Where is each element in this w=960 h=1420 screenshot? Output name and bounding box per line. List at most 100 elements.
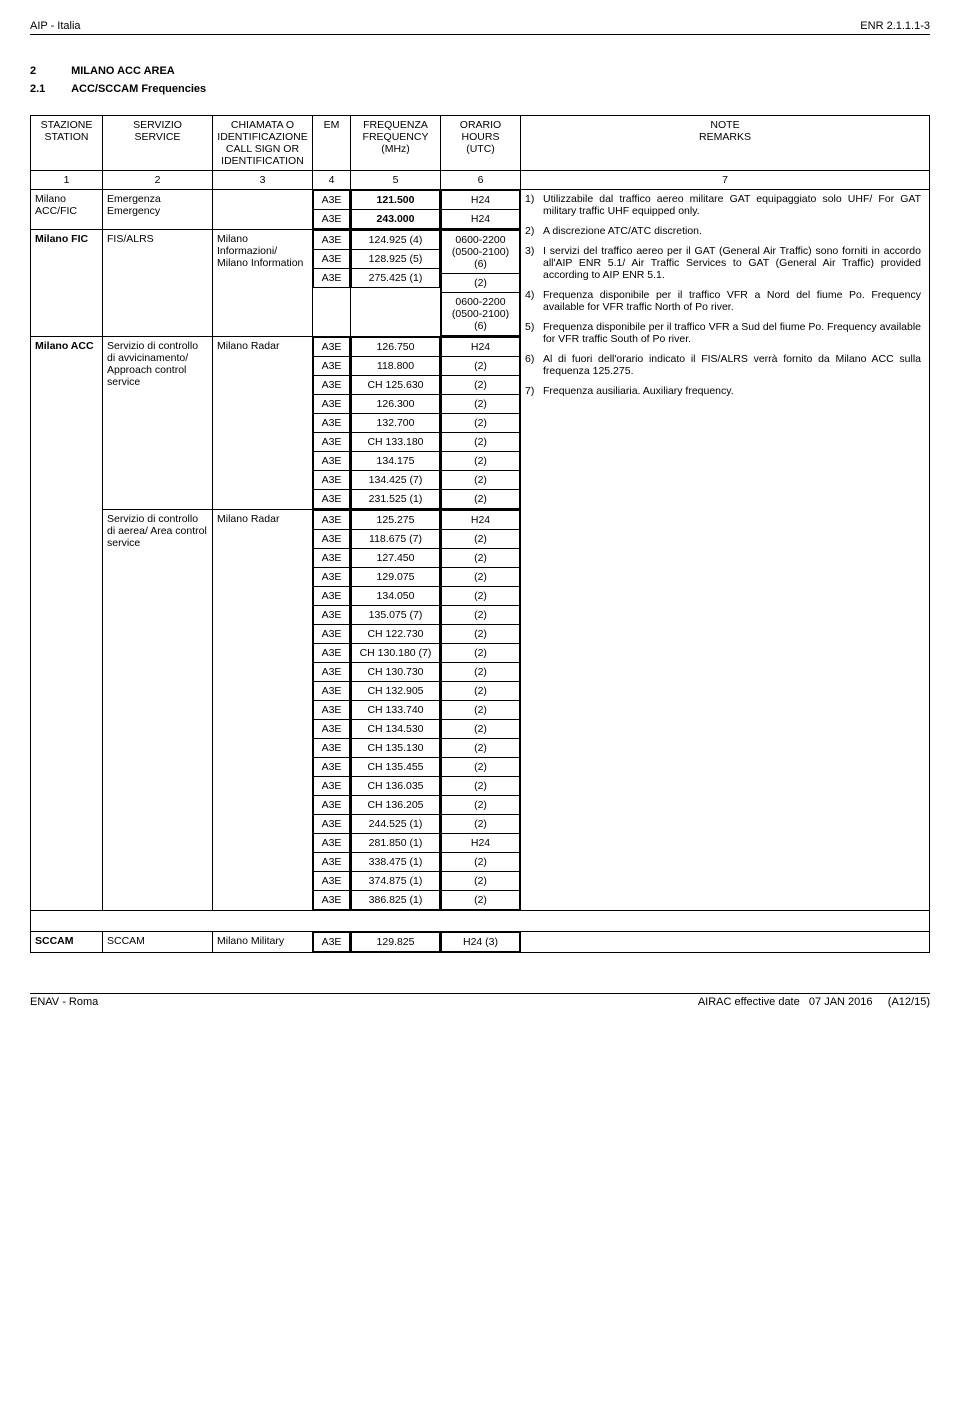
h: ORARIO	[445, 119, 516, 131]
line-em: A3E	[314, 933, 350, 952]
line-em: A3E	[314, 834, 350, 853]
line-hours: H24	[442, 834, 520, 853]
line-freq: 126.300	[352, 395, 440, 414]
cell-em: A3EA3EA3E	[313, 230, 351, 337]
line-em: A3E	[314, 452, 350, 471]
spacer	[31, 911, 930, 932]
col-hours: ORARIO HOURS (UTC)	[441, 116, 521, 171]
note-num: 3)	[525, 245, 543, 257]
line-freq: 129.075	[352, 568, 440, 587]
note-text: A discrezione ATC/ATC discretion.	[543, 225, 921, 237]
line-freq: CH 133.740	[352, 701, 440, 720]
note-num: 6)	[525, 353, 543, 365]
cell-station: Milano ACC	[31, 337, 103, 510]
line-hours: (2)	[442, 891, 520, 910]
line-hours: H24	[442, 511, 520, 530]
cell-station: SCCAM	[31, 932, 103, 953]
line-em: A3E	[314, 777, 350, 796]
line-hours: (2)	[442, 274, 520, 293]
footer-date: 07 JAN 2016	[809, 996, 873, 1008]
column-numbers: 1 2 3 4 5 6 7	[31, 171, 930, 190]
note-item: 6)Al di fuori dell'orario indicato il FI…	[525, 353, 925, 377]
line-em: A3E	[314, 250, 350, 269]
h: (MHz)	[355, 143, 436, 155]
section-num: 2.1	[30, 83, 50, 95]
line-freq: 275.425 (1)	[352, 269, 440, 288]
line-freq: 338.475 (1)	[352, 853, 440, 872]
cell-freq: 124.925 (4)128.925 (5)275.425 (1)	[351, 230, 441, 337]
line-freq: 135.075 (7)	[352, 606, 440, 625]
line-hours: (2)	[442, 720, 520, 739]
note-item: 7)Frequenza ausiliaria. Auxiliary freque…	[525, 385, 925, 397]
cell-em: A3E	[313, 932, 351, 953]
line-em: A3E	[314, 395, 350, 414]
line-em: A3E	[314, 191, 350, 210]
cell-service: Servizio di controllo di aerea/ Area con…	[103, 510, 213, 911]
cell-call: Milano Informazioni/ Milano Information	[213, 230, 313, 337]
note-num: 7)	[525, 385, 543, 397]
line-em: A3E	[314, 891, 350, 910]
col-call: CHIAMATA O IDENTIFICAZIONE CALL SIGN OR …	[213, 116, 313, 171]
line-em: A3E	[314, 872, 350, 891]
cell-station	[31, 510, 103, 911]
line-hours: H24	[442, 210, 520, 229]
line-em: A3E	[314, 471, 350, 490]
cn: 5	[351, 171, 441, 190]
line-hours: (2)	[442, 644, 520, 663]
line-freq: CH 130.730	[352, 663, 440, 682]
cn: 4	[313, 171, 351, 190]
cn: 3	[213, 171, 313, 190]
cell-hours: H24H24	[441, 190, 521, 230]
h: NOTE	[525, 119, 925, 131]
cn: 2	[103, 171, 213, 190]
line-freq: 126.750	[352, 338, 440, 357]
line-em: A3E	[314, 530, 350, 549]
section-2-1: 2.1 ACC/SCCAM Frequencies	[30, 83, 930, 95]
cell-call: Milano Radar	[213, 337, 313, 510]
line-freq: CH 136.035	[352, 777, 440, 796]
note-num: 2)	[525, 225, 543, 237]
note-text: Frequenza ausiliaria. Auxiliary frequenc…	[543, 385, 921, 397]
footer-rev: (A12/15)	[888, 996, 930, 1008]
line-freq: CH 132.905	[352, 682, 440, 701]
col-service: SERVIZIO SERVICE	[103, 116, 213, 171]
line-em: A3E	[314, 587, 350, 606]
line-em: A3E	[314, 644, 350, 663]
line-hours: (2)	[442, 625, 520, 644]
table-row: Milano ACC/FIC Emergenza Emergency A3EA3…	[31, 190, 930, 230]
cell-notes: 1)Utilizzabile dal traffico aereo milita…	[521, 190, 930, 911]
line-freq: 127.450	[352, 549, 440, 568]
line-freq: 231.525 (1)	[352, 490, 440, 509]
h: SERVIZIO	[107, 119, 208, 131]
cell-call: Milano Radar	[213, 510, 313, 911]
line-freq: 129.825	[352, 933, 440, 952]
line-em: A3E	[314, 682, 350, 701]
header-left: AIP - Italia	[30, 20, 81, 32]
line-hours: (2)	[442, 587, 520, 606]
line-em: A3E	[314, 511, 350, 530]
line-freq: 243.000	[352, 210, 440, 229]
h: CALL SIGN OR IDENTIFICATION	[217, 143, 308, 167]
line-hours: (2)	[442, 530, 520, 549]
header-right: ENR 2.1.1.1-3	[860, 20, 930, 32]
footer-mid: AIRAC effective date	[698, 996, 800, 1008]
line-hours: H24 (3)	[442, 933, 520, 952]
cell-freq: 121.500243.000	[351, 190, 441, 230]
line-hours: (2)	[442, 796, 520, 815]
section-title: ACC/SCCAM Frequencies	[71, 83, 206, 95]
line-em: A3E	[314, 625, 350, 644]
line-em: A3E	[314, 568, 350, 587]
line-hours: (2)	[442, 758, 520, 777]
section-num: 2	[30, 65, 50, 77]
cell-service: SCCAM	[103, 932, 213, 953]
h: (UTC)	[445, 143, 516, 155]
note-num: 5)	[525, 321, 543, 333]
line-freq: 124.925 (4)	[352, 231, 440, 250]
line-hours: (2)	[442, 815, 520, 834]
line-hours: (2)	[442, 395, 520, 414]
note-text: I servizi del traffico aereo per il GAT …	[543, 245, 921, 281]
line-em: A3E	[314, 758, 350, 777]
col-note: NOTE REMARKS	[521, 116, 930, 171]
note-text: Utilizzabile dal traffico aereo militare…	[543, 193, 921, 217]
line-hours: (2)	[442, 452, 520, 471]
